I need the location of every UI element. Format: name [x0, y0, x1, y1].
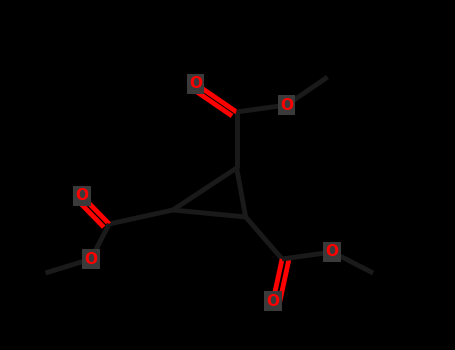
- Text: O: O: [76, 189, 88, 203]
- Text: O: O: [326, 245, 339, 259]
- Text: O: O: [85, 252, 97, 266]
- Text: O: O: [267, 294, 279, 308]
- Text: O: O: [280, 98, 293, 112]
- Text: O: O: [189, 77, 202, 91]
